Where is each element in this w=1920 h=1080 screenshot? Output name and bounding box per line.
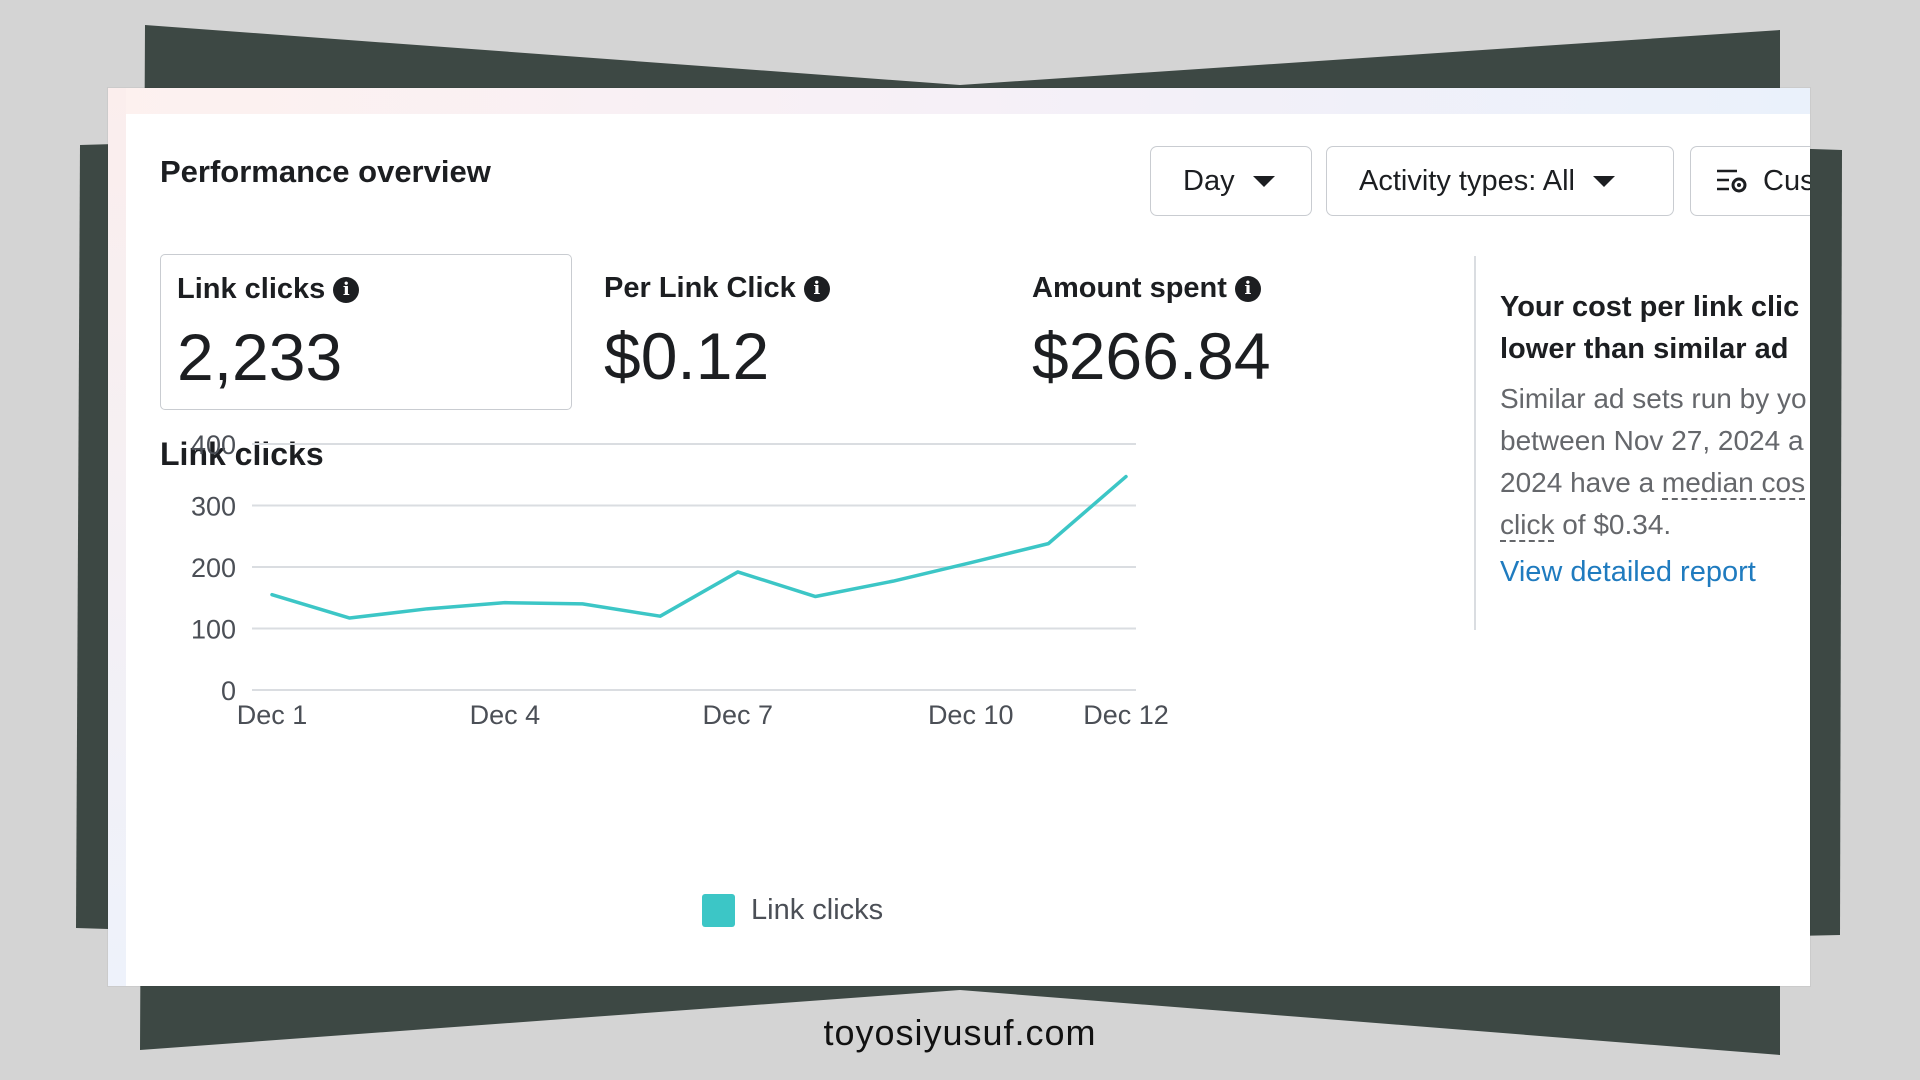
x-tick-label: Dec 4: [470, 700, 541, 730]
performance-panel: Performance overview Day Activity types:…: [126, 114, 1810, 986]
y-tick-label: 0: [221, 676, 236, 706]
insight-body-text: of $0.34.: [1554, 509, 1672, 540]
y-tick-label: 100: [191, 615, 236, 645]
activity-types-dropdown[interactable]: Activity types: All: [1326, 146, 1674, 216]
metric-value: 2,233: [177, 320, 343, 394]
site-watermark: toyosiyusuf.com: [823, 1012, 1097, 1053]
chevron-down-icon: [1252, 175, 1275, 187]
customize-label: Cust: [1763, 164, 1810, 197]
insight-body-line: 2024 have a median cos: [1500, 462, 1810, 504]
insight-body-line: between Nov 27, 2024 a: [1500, 425, 1804, 456]
metric-per-link-click-label-row: Per Link Click i: [604, 272, 830, 305]
info-icon[interactable]: i: [1234, 275, 1261, 302]
insight-body-line: click of $0.34.: [1500, 504, 1810, 546]
x-tick-label: Dec 10: [928, 700, 1014, 730]
customize-button[interactable]: Cust: [1690, 146, 1810, 216]
card-top-strip: [108, 88, 1810, 114]
median-cost-term[interactable]: median cos: [1661, 467, 1806, 500]
y-tick-label: 400: [191, 430, 236, 460]
legend-swatch: [702, 894, 735, 927]
view-detailed-report-link[interactable]: View detailed report: [1500, 556, 1756, 588]
activity-types-label: Activity types: All: [1359, 164, 1575, 197]
metric-label: Per Link Click: [604, 272, 796, 304]
info-icon[interactable]: i: [333, 276, 360, 303]
metric-amount-spent-label-row: Amount spent i: [1032, 272, 1261, 305]
y-tick-label: 300: [191, 492, 236, 522]
x-tick-label: Dec 12: [1083, 700, 1169, 730]
day-dropdown[interactable]: Day: [1150, 146, 1312, 216]
day-dropdown-label: Day: [1183, 164, 1235, 197]
vertical-divider: [1474, 256, 1476, 630]
legend-label: Link clicks: [751, 894, 884, 926]
performance-card: Performance overview Day Activity types:…: [108, 88, 1810, 986]
insight-headline: Your cost per link clic lower than simil…: [1500, 286, 1810, 370]
chevron-down-icon: [1592, 175, 1615, 187]
page-title: Performance overview: [160, 154, 491, 189]
chart-legend[interactable]: Link clicks: [702, 894, 883, 927]
metric-label: Amount spent: [1032, 272, 1227, 304]
customize-settings-icon: [1717, 169, 1747, 193]
link-clicks-chart: 0 100 200 300 400 Dec 1 Dec 4 Dec 7 Dec 10 Dec 12: [191, 430, 1169, 730]
click-term[interactable]: click: [1500, 509, 1555, 542]
x-tick-label: Dec 7: [703, 700, 774, 730]
metric-value: $266.84: [1032, 319, 1271, 393]
metric-link-clicks[interactable]: Link clicks i 2,233: [160, 254, 572, 410]
card-left-strip: [108, 88, 126, 986]
metric-amount-spent[interactable]: Amount spent i $266.84: [1016, 254, 1428, 410]
insight-body-text: 2024 have a: [1500, 467, 1662, 498]
y-tick-label: 200: [191, 553, 236, 583]
insight-body-line: Similar ad sets run by yo: [1500, 383, 1807, 414]
metric-per-link-click[interactable]: Per Link Click i $0.12: [588, 254, 1000, 410]
insight-headline-line: Your cost per link clic: [1500, 291, 1800, 323]
insight-body: Similar ad sets run by yo between Nov 27…: [1500, 378, 1810, 546]
x-tick-label: Dec 1: [237, 700, 308, 730]
metric-label: Link clicks: [177, 273, 326, 305]
series-line-link-clicks: [270, 474, 1128, 620]
info-icon[interactable]: i: [803, 275, 830, 302]
metric-value: $0.12: [604, 319, 770, 393]
insight-headline-line: lower than similar ad: [1500, 333, 1789, 365]
chart-title: Link clicks: [160, 436, 324, 472]
metric-link-clicks-label-row: Link clicks i: [177, 273, 360, 306]
